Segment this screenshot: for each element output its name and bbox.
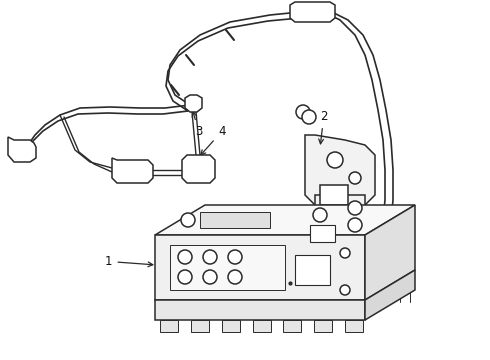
Circle shape: [327, 152, 343, 168]
Polygon shape: [252, 320, 270, 332]
Circle shape: [181, 213, 195, 227]
Polygon shape: [365, 270, 415, 320]
Circle shape: [302, 110, 316, 124]
Text: 4: 4: [201, 125, 225, 155]
Polygon shape: [200, 212, 270, 228]
Circle shape: [228, 250, 242, 264]
Polygon shape: [314, 320, 332, 332]
Polygon shape: [191, 320, 209, 332]
Circle shape: [203, 250, 217, 264]
Polygon shape: [112, 158, 153, 183]
Polygon shape: [182, 155, 215, 183]
FancyBboxPatch shape: [320, 185, 348, 205]
Polygon shape: [185, 95, 202, 112]
Polygon shape: [155, 300, 365, 320]
Circle shape: [313, 208, 327, 222]
Polygon shape: [345, 320, 363, 332]
Text: 1: 1: [105, 255, 153, 268]
Polygon shape: [8, 137, 36, 162]
Circle shape: [340, 248, 350, 258]
Polygon shape: [365, 205, 415, 300]
Polygon shape: [315, 195, 365, 220]
Circle shape: [203, 270, 217, 284]
Text: 2: 2: [318, 110, 327, 144]
Polygon shape: [155, 205, 415, 235]
Polygon shape: [295, 255, 330, 285]
Polygon shape: [283, 320, 301, 332]
Polygon shape: [160, 320, 178, 332]
Circle shape: [348, 201, 362, 215]
Circle shape: [340, 285, 350, 295]
Polygon shape: [310, 225, 335, 242]
Polygon shape: [362, 258, 394, 288]
Circle shape: [349, 172, 361, 184]
Polygon shape: [305, 135, 375, 205]
Polygon shape: [170, 245, 285, 290]
Polygon shape: [155, 235, 365, 300]
Polygon shape: [290, 2, 335, 22]
Polygon shape: [221, 320, 240, 332]
Circle shape: [228, 270, 242, 284]
Text: 3: 3: [192, 112, 202, 138]
Circle shape: [178, 250, 192, 264]
Circle shape: [296, 105, 310, 119]
Circle shape: [178, 270, 192, 284]
Circle shape: [348, 218, 362, 232]
